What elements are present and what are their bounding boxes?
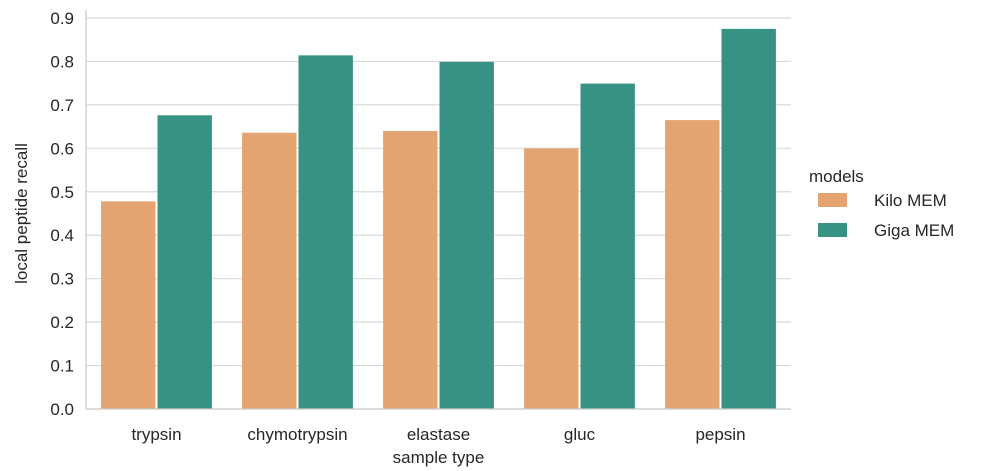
x-tick-label: trypsin xyxy=(131,425,181,444)
legend-label: Giga MEM xyxy=(874,221,954,240)
bar-giga-mem-chymotrypsin xyxy=(298,55,353,410)
axes xyxy=(85,10,791,410)
y-tick-label: 0.4 xyxy=(50,226,74,245)
bar-giga-mem-pepsin xyxy=(721,28,776,409)
bar-giga-mem-trypsin xyxy=(157,115,212,409)
bar-kilo-mem-gluc xyxy=(524,148,579,410)
bar-kilo-mem-chymotrypsin xyxy=(242,132,297,409)
legend-swatch xyxy=(818,223,847,237)
bar-giga-mem-elastase xyxy=(439,61,494,410)
y-tick-label: 0.9 xyxy=(50,9,74,28)
y-tick-label: 0.7 xyxy=(50,96,74,115)
y-tick-label: 0.2 xyxy=(50,313,74,332)
x-tick-label: chymotrypsin xyxy=(247,425,347,444)
y-tick-label: 0.6 xyxy=(50,139,74,158)
y-tick-label: 0.5 xyxy=(50,183,74,202)
legend: models Kilo MEM Giga MEM xyxy=(809,167,954,240)
legend-label: Kilo MEM xyxy=(874,191,947,210)
x-tick-labels: trypsin chymotrypsin elastase gluc pepsin xyxy=(131,425,745,444)
y-tick-label: 0.1 xyxy=(50,357,74,376)
x-tick-label: elastase xyxy=(407,425,470,444)
bar-giga-mem-gluc xyxy=(580,83,635,410)
legend-swatch xyxy=(818,193,847,207)
bar-kilo-mem-elastase xyxy=(383,130,438,409)
y-tick-label: 0.0 xyxy=(50,400,74,419)
bar-kilo-mem-pepsin xyxy=(665,120,720,409)
y-tick-label: 0.3 xyxy=(50,270,74,289)
legend-items: Kilo MEM Giga MEM xyxy=(818,191,954,240)
bar-kilo-mem-trypsin xyxy=(101,201,156,409)
x-tick-label: pepsin xyxy=(695,425,745,444)
y-tick-labels: 0.0 0.1 0.2 0.3 0.4 0.5 0.6 0.7 0.8 0.9 xyxy=(50,9,74,419)
y-tick-label: 0.8 xyxy=(50,52,74,71)
legend-title: models xyxy=(809,167,864,186)
bars xyxy=(101,28,776,410)
x-axis-title: sample type xyxy=(393,448,485,467)
y-axis-title: local peptide recall xyxy=(12,143,31,284)
x-tick-label: gluc xyxy=(564,425,596,444)
